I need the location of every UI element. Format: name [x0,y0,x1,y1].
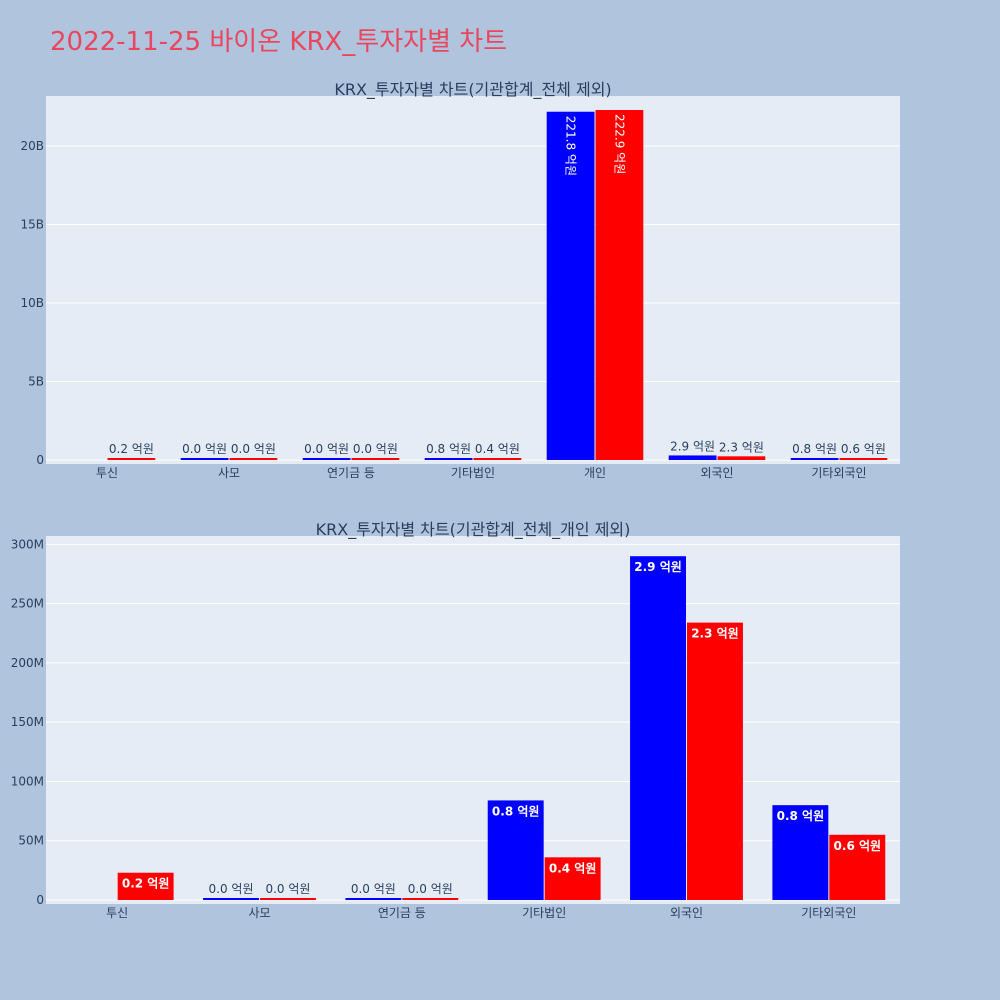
plot-area [46,536,900,904]
data-label: 0.2 억원 [122,877,170,891]
x-tick-label: 연기금 등 [378,906,426,920]
x-tick-label: 외국인 [700,466,733,480]
data-label: 0.0 억원 [182,442,227,456]
data-label: 0.0 억원 [209,882,254,896]
bar [345,898,402,900]
bar [402,898,459,900]
data-label: 0.6 억원 [834,839,882,853]
bar [687,622,743,900]
y-tick-label: 20B [20,139,44,153]
data-label: 2.9 억원 [670,439,715,453]
y-tick-label: 5B [28,374,44,388]
data-label: 0.0 억원 [265,882,310,896]
bar [487,800,544,900]
chart-title: KRX_투자자별 차트(기관합계_전체 제외) [334,80,611,100]
x-tick-label: 외국인 [670,906,703,920]
bar [544,857,601,900]
bar [772,805,829,900]
chart-panel-bottom: 0 50M 100M 150M 200M 250M 300M KRX_투자자별 차트(기관합계… [11,520,900,920]
y-tick-label: 50M [18,834,44,848]
chart-title: KRX_투자자별 차트(기관합계_전체_개인 제외) [316,520,631,540]
bar [229,458,278,460]
bar [839,458,888,460]
data-label: 0.2 억원 [109,442,154,456]
y-tick-label: 100M [11,774,44,788]
y-tick-label: 0 [36,453,44,467]
bar [630,556,686,900]
bar [117,872,174,900]
y-tick-label: 150M [11,715,44,729]
data-label: 0.8 억원 [777,809,825,823]
y-tick-label: 200M [11,656,44,670]
x-tick-label: 기타법인 [451,466,495,480]
x-tick-label: 기타법인 [522,906,566,920]
data-label: 221.8 억원 [564,116,578,176]
x-tick-label: 사모 [218,466,240,480]
bar [473,458,522,460]
x-tick-label: 기타외국인 [811,466,866,480]
data-label: 0.0 억원 [351,882,396,896]
chart-panel-top: 0 5B 10B 15B 20B KRX_투자자별 차트(기관합계_전체 제외) 투신 0.2… [20,80,900,480]
y-tick-label: 300M [11,537,44,551]
bar [424,458,473,460]
y-tick-label: 15B [20,217,44,231]
bar [790,458,839,460]
bar [546,111,595,461]
data-label: 0.4 억원 [549,861,597,875]
data-label: 0.0 억원 [231,442,276,456]
x-tick-label: 연기금 등 [327,466,375,480]
data-label: 0.0 억원 [304,442,349,456]
bar [203,898,259,900]
data-label: 0.8 억원 [426,442,471,456]
data-label: 222.9 억원 [612,114,626,174]
data-label: 2.3 억원 [691,627,739,641]
bar [717,456,766,460]
bar [668,455,717,460]
bar [829,834,886,900]
y-tick-label: 250M [11,597,44,611]
bar [260,898,316,900]
plot-area [46,96,900,464]
data-label: 0.6 억원 [841,442,886,456]
x-tick-label: 투신 [96,466,118,480]
bar [595,110,644,460]
bar [302,458,351,460]
x-tick-label: 투신 [106,906,128,920]
data-label: 2.9 억원 [634,560,682,574]
x-tick-label: 개인 [584,466,606,480]
data-label: 0.8 억원 [492,804,540,818]
data-label: 0.0 억원 [353,442,398,456]
data-label: 0.8 억원 [792,442,837,456]
main-title: 2022-11-25 바이온 KRX_투자자별 차트 [50,27,507,57]
data-label: 0.0 억원 [408,882,453,896]
x-tick-label: 기타외국인 [801,906,856,920]
y-tick-label: 10B [20,296,44,310]
bar [180,458,229,460]
bar [351,458,400,460]
y-tick-label: 0 [36,893,44,907]
data-label: 0.4 억원 [475,442,520,456]
x-tick-label: 사모 [248,906,270,920]
bar [107,458,156,460]
data-label: 2.3 억원 [719,440,764,454]
